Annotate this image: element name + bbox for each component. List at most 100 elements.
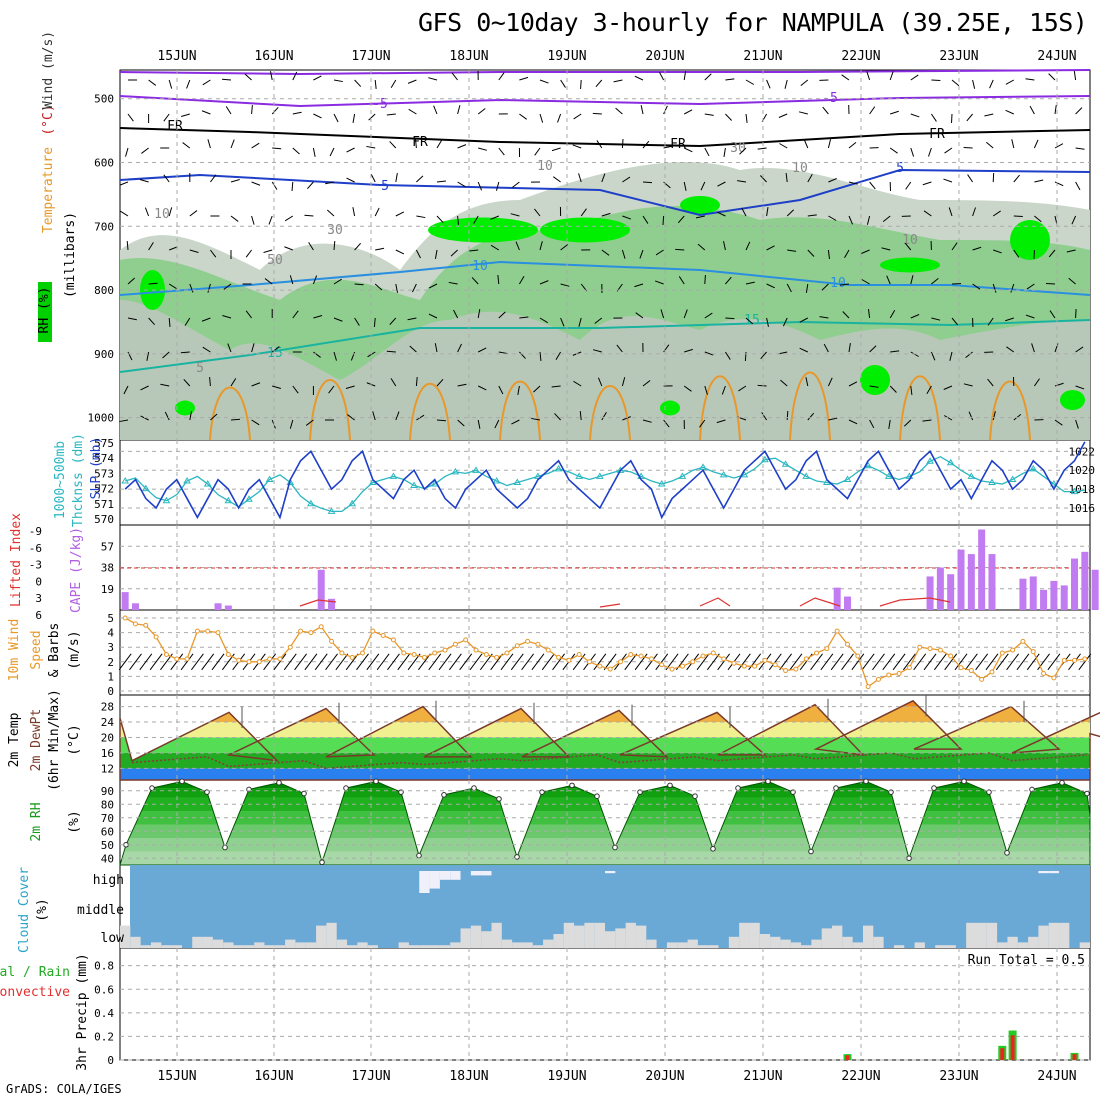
barb	[184, 317, 191, 326]
cloud-low-82	[966, 922, 977, 948]
barb	[457, 144, 467, 149]
wind10-point-40	[535, 641, 541, 647]
barb	[848, 419, 858, 425]
cloud-high-90	[1048, 871, 1060, 874]
barb	[869, 181, 876, 190]
barb	[922, 181, 932, 186]
barb	[721, 385, 726, 395]
barb	[1073, 71, 1077, 81]
ylabel-wind: Wind (m/s)	[41, 31, 56, 109]
barb	[416, 215, 426, 219]
wind10-point-48	[617, 659, 623, 665]
temp-tick-16: 16	[101, 747, 114, 760]
rh-point-6	[276, 779, 282, 786]
wind-barbs	[119, 70, 1085, 430]
ylabel-wind10: 10m Wind	[7, 619, 22, 682]
barb	[828, 178, 837, 183]
cloud-low-28	[408, 945, 420, 948]
date-bottom-23JUN: 23JUN	[939, 1069, 978, 1084]
contour-label-12: 10	[154, 207, 170, 222]
barb	[890, 350, 900, 353]
wind10-point-31	[442, 647, 448, 653]
wind10-point-85	[999, 650, 1005, 656]
rh-high-7	[660, 400, 680, 416]
barb	[373, 317, 376, 328]
barb	[910, 74, 919, 81]
cloud-low-17	[295, 942, 306, 948]
barb	[724, 351, 731, 360]
barb	[168, 79, 173, 89]
wind-tick-0: 0	[107, 685, 114, 698]
li-line-0	[299, 599, 337, 607]
wind10-barb-35	[479, 653, 493, 671]
barb	[433, 105, 438, 115]
barb	[780, 379, 788, 387]
wind10-point-20	[329, 638, 335, 644]
barb	[987, 317, 994, 326]
cape-bar-88	[1029, 576, 1037, 610]
wind10-point-12	[246, 659, 252, 665]
barb	[943, 178, 953, 183]
barb	[202, 79, 211, 86]
barb	[409, 345, 417, 353]
barb	[386, 350, 396, 353]
li-tick--6: -6	[29, 542, 42, 555]
barb	[717, 211, 726, 217]
barb	[943, 385, 953, 390]
wind10-point-5	[174, 656, 180, 662]
date-top-20JUN: 20JUN	[645, 49, 684, 64]
barb	[551, 385, 561, 388]
barb	[655, 249, 664, 256]
thickness-point-38	[513, 478, 522, 485]
barb	[333, 351, 337, 361]
barb	[313, 351, 321, 358]
barb	[146, 351, 150, 361]
thickness-point-74	[884, 472, 893, 479]
barb	[823, 343, 829, 353]
rh-high-4	[880, 257, 940, 273]
rh-point-0	[123, 841, 129, 848]
barb	[222, 315, 232, 319]
barb	[841, 74, 850, 81]
barb	[704, 351, 714, 356]
barb	[807, 173, 813, 183]
contour-label-5: FR	[929, 127, 945, 142]
cape-bar-9	[214, 603, 222, 610]
barb	[697, 243, 706, 251]
barb	[436, 215, 444, 223]
barb	[395, 249, 405, 255]
rh-point-4	[222, 844, 228, 851]
barb	[993, 249, 1002, 254]
cloud-low-12	[243, 945, 255, 948]
barb	[725, 317, 735, 320]
barb	[366, 145, 376, 149]
barb	[539, 241, 543, 251]
wind10-barb-76	[903, 653, 916, 671]
barb	[972, 246, 982, 251]
barb	[207, 283, 211, 293]
thickness-point-40	[534, 472, 542, 479]
barb	[663, 105, 668, 115]
wind10-point-71	[855, 653, 861, 659]
precip-conv-3	[1010, 1035, 1015, 1060]
contour-label-3: FR	[412, 135, 428, 150]
wind10-point-92	[1072, 657, 1078, 663]
barb	[495, 181, 500, 191]
barb	[304, 214, 314, 217]
barb	[162, 351, 170, 359]
thickness-point-90	[1049, 480, 1058, 487]
barb	[251, 419, 260, 426]
barb	[436, 378, 444, 387]
barb	[828, 215, 837, 221]
cloud-high-34	[470, 871, 482, 876]
barb	[498, 351, 508, 355]
barb	[333, 79, 343, 83]
wind10-barb-52	[655, 653, 669, 671]
barb	[1075, 147, 1085, 150]
barb	[695, 215, 705, 219]
barb	[766, 317, 769, 327]
rh-high-0	[428, 217, 538, 243]
barb	[725, 78, 735, 81]
barb	[803, 139, 809, 149]
wind10-point-17	[298, 628, 304, 634]
